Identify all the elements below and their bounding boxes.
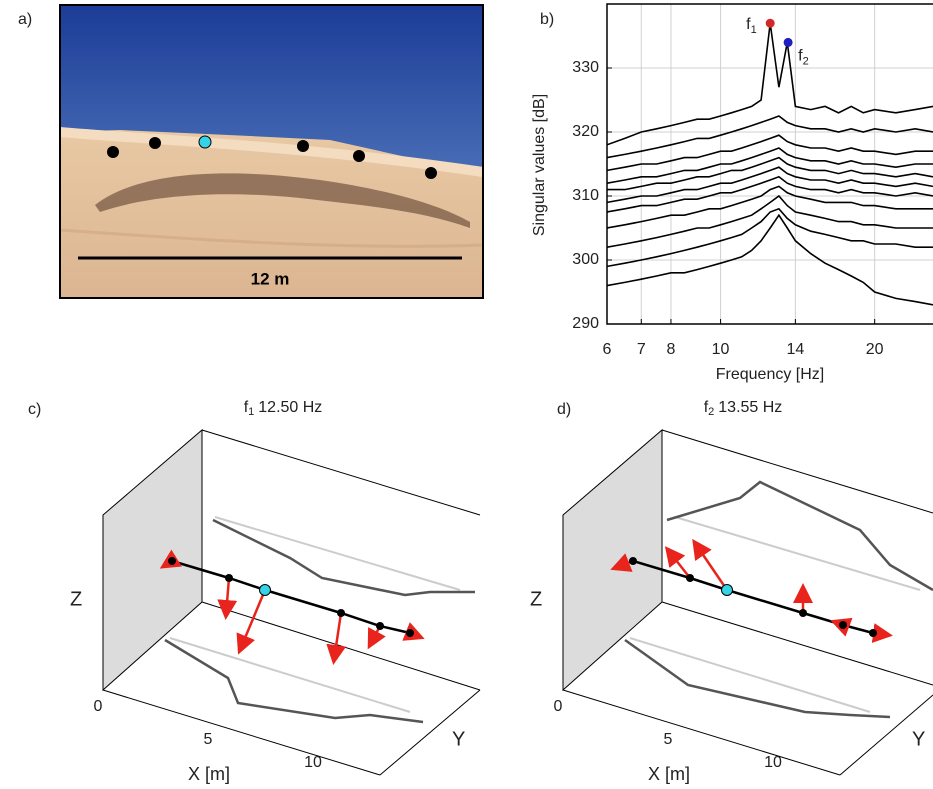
bottom-projection bbox=[624, 638, 891, 719]
side-wall bbox=[562, 428, 663, 692]
y-tick-label: 290 bbox=[572, 315, 599, 332]
x-tick-label: 10 bbox=[712, 341, 730, 358]
arch-shadow bbox=[95, 173, 470, 228]
spectrum-line bbox=[607, 207, 933, 268]
title-text: 13.55 Hz bbox=[718, 399, 782, 416]
nodes bbox=[629, 557, 877, 637]
mode-shape-panel: c) f1 12.50 Hz 0 5 10 X [m] Y Z bbox=[28, 399, 481, 784]
box bbox=[102, 429, 481, 776]
x-tick-label: 8 bbox=[667, 341, 676, 358]
sensor bbox=[149, 137, 161, 149]
rock-texture bbox=[59, 228, 484, 248]
x-tick-label: 0 bbox=[94, 698, 103, 715]
reference-node bbox=[259, 584, 271, 596]
peak-symbol: f bbox=[798, 48, 803, 65]
sensor-line bbox=[171, 559, 411, 635]
title-index: 1 bbox=[248, 406, 254, 418]
peak-symbol: f bbox=[746, 16, 751, 33]
z-axis-label: Z bbox=[70, 588, 82, 610]
axis-frame bbox=[606, 3, 933, 325]
top-projection bbox=[212, 518, 475, 597]
arch bbox=[59, 127, 484, 177]
y-tick-label: 300 bbox=[572, 251, 599, 268]
x-axis-label: X [m] bbox=[648, 764, 690, 784]
x-tick-label: 5 bbox=[664, 731, 673, 748]
panel-title: f2 13.55 Hz bbox=[704, 399, 783, 418]
x-axis-label: X [m] bbox=[188, 764, 230, 784]
top-projection bbox=[666, 480, 933, 592]
rock bbox=[60, 130, 483, 298]
sensor bbox=[353, 150, 365, 162]
projection-reference bbox=[674, 516, 921, 591]
box bbox=[562, 429, 933, 776]
spectrum-line bbox=[607, 185, 933, 229]
panel-label: d) bbox=[557, 401, 571, 418]
panel-title: f1 12.50 Hz bbox=[244, 399, 323, 418]
sensor bbox=[107, 146, 119, 158]
spectrum-line bbox=[607, 156, 933, 191]
projection-reference bbox=[169, 637, 411, 713]
y-tick-label: 310 bbox=[572, 187, 599, 204]
spectrum-chart: b) Frequency [Hz] Singular values [dB] 2… bbox=[531, 3, 933, 383]
mode-shape-panel: d) f2 13.55 Hz 0 5 10 X [m] Y Z bbox=[530, 399, 933, 784]
peak-label: f2 bbox=[798, 48, 809, 68]
spectrum-line bbox=[607, 175, 933, 213]
projection-reference bbox=[629, 637, 871, 713]
peak-marker bbox=[765, 18, 775, 28]
scale-label: 12 m bbox=[251, 269, 290, 288]
spectrum-line bbox=[607, 194, 933, 248]
x-tick-label: 6 bbox=[603, 341, 612, 358]
spectrum-line bbox=[607, 115, 933, 159]
y-axis-label: Y bbox=[452, 728, 465, 750]
peak-label: f1 bbox=[746, 16, 757, 36]
photo-frame bbox=[59, 4, 484, 299]
x-axis-label: Frequency [Hz] bbox=[716, 366, 824, 383]
title-symbol: f bbox=[244, 399, 249, 416]
panel-label: a) bbox=[18, 11, 32, 28]
title-symbol: f bbox=[704, 399, 709, 416]
x-tick-label: 10 bbox=[764, 754, 782, 771]
peak-index: 1 bbox=[751, 24, 757, 36]
x-tick-label: 14 bbox=[786, 341, 804, 358]
x-tick-label: 20 bbox=[866, 341, 884, 358]
nodes bbox=[168, 557, 414, 637]
side-wall bbox=[102, 428, 203, 692]
spectrum-line bbox=[607, 213, 933, 306]
reference-node bbox=[721, 584, 733, 596]
spectrum-line bbox=[607, 23, 933, 146]
x-tick-label: 0 bbox=[554, 698, 563, 715]
y-axis-label: Singular values [dB] bbox=[531, 94, 548, 236]
spectrum-line bbox=[607, 166, 933, 204]
sensor bbox=[297, 140, 309, 152]
reference-sensor bbox=[198, 135, 212, 149]
title-index: 2 bbox=[708, 406, 714, 418]
y-tick-label: 320 bbox=[572, 123, 599, 140]
plot-area bbox=[607, 23, 933, 306]
peak-marker bbox=[783, 37, 793, 47]
x-tick-label: 5 bbox=[204, 731, 213, 748]
sensor bbox=[425, 167, 437, 179]
panel-label: b) bbox=[540, 11, 554, 28]
z-axis-label: Z bbox=[530, 588, 542, 610]
peak-index: 2 bbox=[803, 55, 809, 67]
sensors bbox=[107, 137, 437, 179]
y-axis-label: Y bbox=[912, 728, 925, 750]
spectrum-line bbox=[607, 147, 933, 184]
panel-label: c) bbox=[28, 401, 41, 418]
x-tick-label: 7 bbox=[637, 341, 646, 358]
bottom-projection bbox=[164, 638, 424, 724]
x-tick-label: 10 bbox=[304, 754, 322, 771]
photo-panel: a) 12 m bbox=[18, 4, 484, 299]
spectrum-line bbox=[607, 134, 933, 172]
title-text: 12.50 Hz bbox=[258, 399, 322, 416]
y-tick-label: 330 bbox=[572, 59, 599, 76]
projection-reference bbox=[214, 516, 461, 591]
